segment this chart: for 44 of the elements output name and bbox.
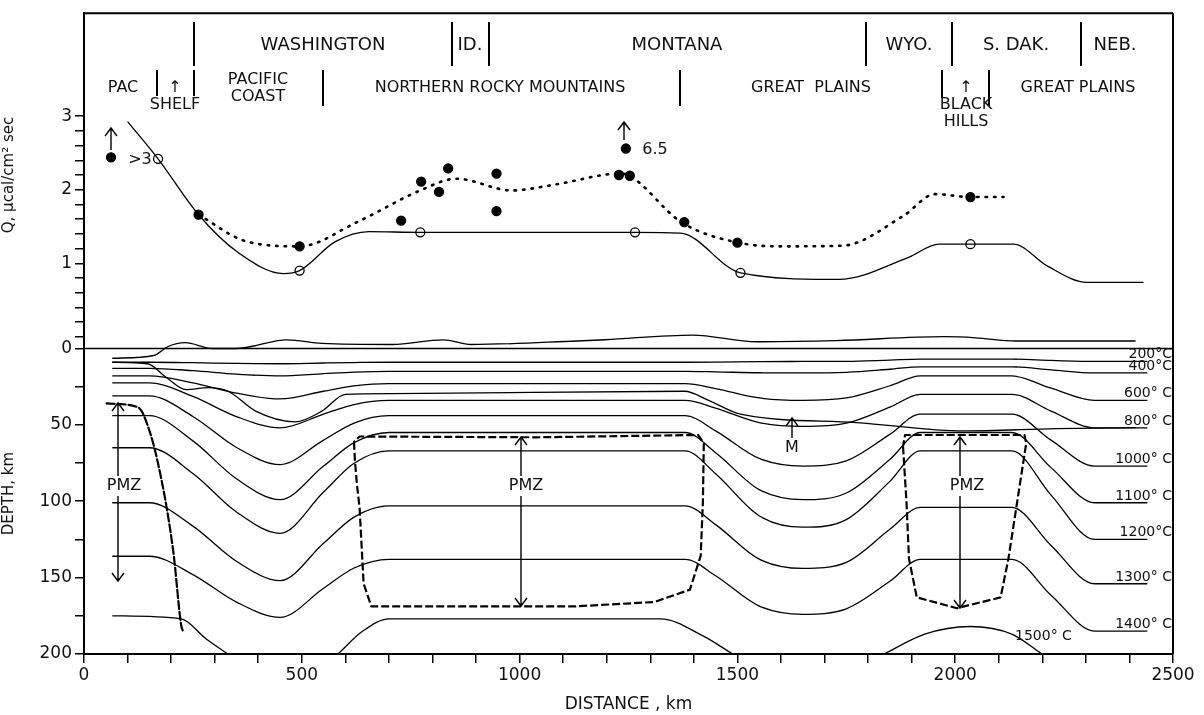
x-tick-label: 2500 [1151,663,1195,684]
annotation: ID. [457,32,483,54]
annotation: MONTANA [631,32,724,54]
y-axis-title: Q, μcal/cm² sec [0,116,17,234]
series-label: 600° C [1124,384,1173,401]
annotation: S. DAK. [982,32,1050,54]
annotation: ↑ BLACK HILLS [939,77,993,131]
y-tick-label: 1 [61,251,72,272]
annotation: GREAT PLAINS [751,77,871,97]
series-label: 1500° C [1015,627,1073,643]
annotation: >3 [128,149,152,169]
x-tick-label: 1000 [497,663,542,684]
series-label: 1300° C [1115,567,1173,584]
x-tick-label: 500 [285,663,319,684]
annotation: WYO. [885,32,933,54]
annotation: ↑ SHELF [149,77,201,114]
annotation: NORTHERN ROCKY MOUNTAINS [374,77,626,97]
annotation: PACIFIC COAST [227,69,289,106]
annotation: PAC [107,77,139,97]
annotation: PMZ [949,475,985,495]
annotation: PMZ [508,475,544,495]
y-tick-label: 150 [39,566,72,587]
series-label: 800° C [1124,411,1173,428]
y-tick-label: 2 [61,178,72,199]
series-label: 1100° C [1115,486,1173,503]
annotation: WASHINGTON [260,32,386,54]
y-tick-label: 3 [61,104,72,125]
y-tick-label: 100 [39,489,72,510]
x-tick-label: 1500 [715,663,760,684]
y-tick-label: 200 [39,642,72,663]
x-axis-title: DISTANCE , km [564,693,693,714]
y-axis-title: DEPTH, km [0,451,17,536]
annotation: M [785,437,799,457]
annotation: PMZ [106,475,142,495]
annotation: 6.5 [642,139,668,159]
annotation: GREAT PLAINS [1020,77,1136,97]
series-label: 1200°C [1119,523,1173,540]
y-tick-label: 0 [61,336,72,357]
x-tick-label: 2000 [933,663,977,684]
annotation: NEB. [1093,32,1137,54]
series-label: 1400° C [1115,615,1173,632]
x-tick-label: 0 [78,663,90,684]
y-tick-label: 50 [50,413,72,434]
series-label: 1000° C [1115,450,1173,467]
